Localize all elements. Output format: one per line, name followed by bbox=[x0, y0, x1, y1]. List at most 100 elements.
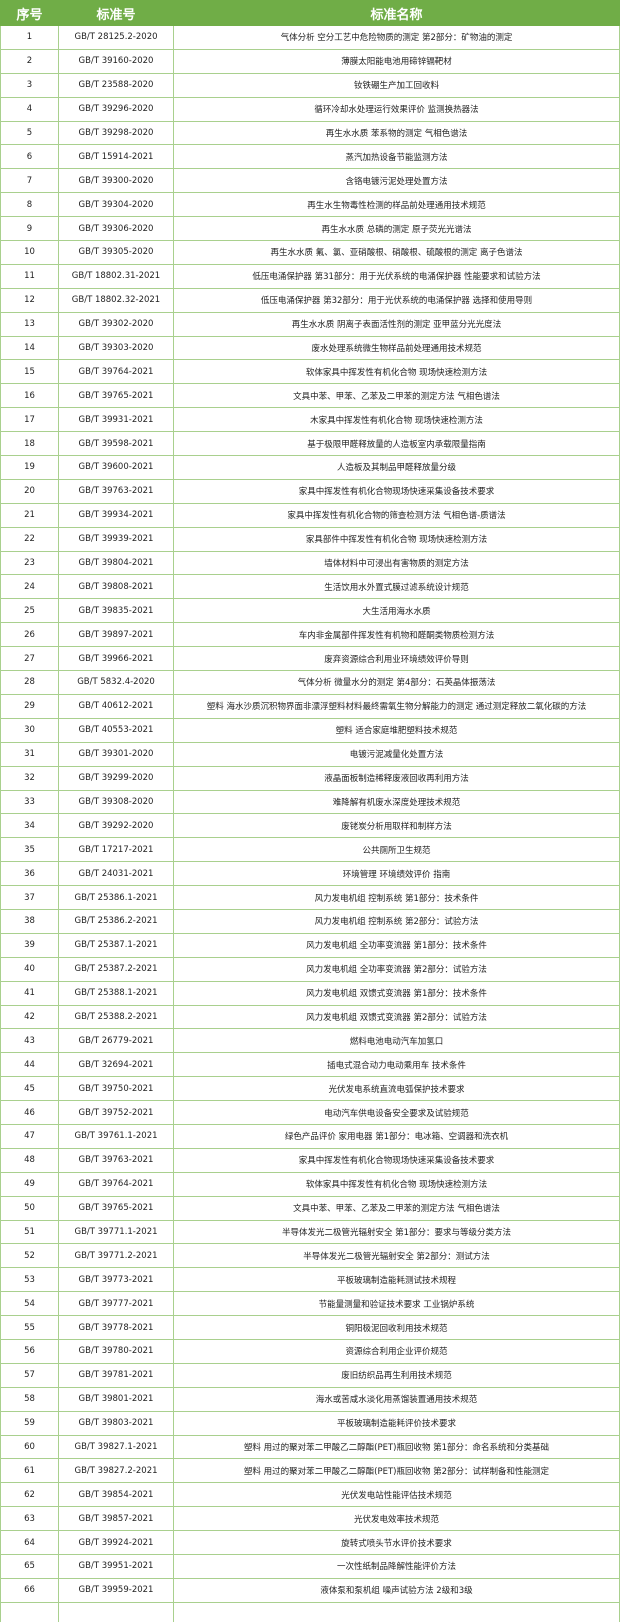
standard-name: 燃料电池电动汽车加氢口 bbox=[173, 1028, 620, 1054]
table-row: 1 GB/T 28125.2-2020 气体分析 空分工艺中危险物质的测定 第2部分… bbox=[0, 25, 620, 50]
table-row: 33 GB/T 39308-2020 难降解有机废水深度处理技术规范 bbox=[0, 789, 620, 815]
row-number: 46 bbox=[0, 1100, 59, 1125]
standard-code: GB/T 39296-2020 bbox=[58, 96, 174, 122]
row-number: 45 bbox=[0, 1076, 59, 1102]
blank-cell bbox=[173, 1601, 620, 1622]
standard-name: 绿色产品评价 家用电器 第1部分：电冰箱、空调器和洗衣机 bbox=[173, 1123, 620, 1149]
table-row: 34 GB/T 39292-2020 废铑炭分析用取样和制样方法 bbox=[0, 813, 620, 839]
standard-name: 废铑炭分析用取样和制样方法 bbox=[173, 813, 620, 839]
row-number: 62 bbox=[0, 1482, 59, 1508]
table-row: 54 GB/T 39777-2021 节能量测量和验证技术要求 工业锅炉系统 bbox=[0, 1291, 620, 1317]
standard-name: 难降解有机废水深度处理技术规范 bbox=[173, 789, 620, 815]
standard-name: 再生水水质 总磷的测定 原子荧光光谱法 bbox=[173, 216, 620, 242]
standard-name: 环境管理 环境绩效评价 指南 bbox=[173, 861, 620, 887]
table-row: 43 GB/T 26779-2021 燃料电池电动汽车加氢口 bbox=[0, 1028, 620, 1054]
standard-code: GB/T 18802.31-2021 bbox=[58, 263, 174, 289]
row-number: 52 bbox=[0, 1243, 59, 1269]
standard-name: 软体家具中挥发性有机化合物 现场快速检测方法 bbox=[173, 1171, 620, 1197]
table-row: 25 GB/T 39835-2021 大生活用海水水质 bbox=[0, 598, 620, 624]
row-number: 43 bbox=[0, 1028, 59, 1054]
standard-name: 平板玻璃制造能耗评价技术要求 bbox=[173, 1410, 620, 1436]
standard-name: 光伏发电站性能评估技术规范 bbox=[173, 1482, 620, 1508]
table-row: 62 GB/T 39854-2021 光伏发电站性能评估技术规范 bbox=[0, 1482, 620, 1508]
standard-code: GB/T 39305-2020 bbox=[58, 240, 174, 265]
row-number: 26 bbox=[0, 622, 59, 648]
standard-code: GB/T 39857-2021 bbox=[58, 1506, 174, 1532]
standard-name: 薄膜太阳能电池用碲锌镉靶材 bbox=[173, 48, 620, 74]
blank-cell bbox=[58, 1601, 174, 1622]
table-row: 48 GB/T 39763-2021 家具中挥发性有机化合物现场快速采集设备技术要求 bbox=[0, 1147, 620, 1173]
standard-code: GB/T 25388.1-2021 bbox=[58, 980, 174, 1006]
standard-code: GB/T 39897-2021 bbox=[58, 622, 174, 648]
standard-name: 气体分析 空分工艺中危险物质的测定 第2部分：矿物油的测定 bbox=[173, 25, 620, 50]
standard-name: 软体家具中挥发性有机化合物 现场快速检测方法 bbox=[173, 359, 620, 385]
row-number: 14 bbox=[0, 335, 59, 361]
row-number: 19 bbox=[0, 455, 59, 480]
standard-code: GB/T 39600-2021 bbox=[58, 455, 174, 480]
table-row: 38 GB/T 25386.2-2021 风力发电机组 控制系统 第2部分：试验方法 bbox=[0, 908, 620, 934]
standard-code: GB/T 26779-2021 bbox=[58, 1028, 174, 1054]
standard-code: GB/T 39764-2021 bbox=[58, 359, 174, 385]
table-row: 31 GB/T 39301-2020 电镀污泥减量化处置方法 bbox=[0, 741, 620, 767]
row-number: 55 bbox=[0, 1315, 59, 1340]
table-row: 39 GB/T 25387.1-2021 风力发电机组 全功率变流器 第1部分：技术… bbox=[0, 932, 620, 958]
table-row: 47 GB/T 39761.1-2021 绿色产品评价 家用电器 第1部分：电冰箱、… bbox=[0, 1123, 620, 1149]
table-row: 27 GB/T 39966-2021 废弃资源综合利用业环境绩效评价导则 bbox=[0, 646, 620, 672]
standard-name: 循环冷却水处理运行效果评价 监测换热器法 bbox=[173, 96, 620, 122]
standard-name: 废弃资源综合利用业环境绩效评价导则 bbox=[173, 646, 620, 672]
table-row: 3 GB/T 23588-2020 钕铁硼生产加工回收料 bbox=[0, 72, 620, 98]
standard-code: GB/T 39780-2021 bbox=[58, 1338, 174, 1364]
table-row: 11 GB/T 18802.31-2021 低压电涌保护器 第31部分：用于光伏系统… bbox=[0, 263, 620, 289]
standard-code: GB/T 39308-2020 bbox=[58, 789, 174, 815]
standard-name: 液体泵和泵机组 噪声试验方法 2级和3级 bbox=[173, 1577, 620, 1603]
standard-code: GB/T 39771.2-2021 bbox=[58, 1243, 174, 1269]
row-number: 50 bbox=[0, 1195, 59, 1221]
standard-name: 风力发电机组 双馈式变流器 第1部分：技术条件 bbox=[173, 980, 620, 1006]
row-number: 53 bbox=[0, 1267, 59, 1293]
standard-name: 风力发电机组 全功率变流器 第2部分：试验方法 bbox=[173, 956, 620, 982]
standard-code: GB/T 39763-2021 bbox=[58, 478, 174, 504]
table-row: 23 GB/T 39804-2021 墙体材料中可浸出有害物质的测定方法 bbox=[0, 550, 620, 576]
row-number: 44 bbox=[0, 1052, 59, 1078]
standard-code: GB/T 39803-2021 bbox=[58, 1410, 174, 1436]
standard-name: 公共厕所卫生规范 bbox=[173, 837, 620, 863]
standard-code: GB/T 28125.2-2020 bbox=[58, 25, 174, 50]
row-number: 56 bbox=[0, 1338, 59, 1364]
standard-name: 塑料 海水沙质沉积物界面非漂浮塑料材料最终需氧生物分解能力的测定 通过测定释放二… bbox=[173, 693, 620, 719]
table-row: 22 GB/T 39939-2021 家具部件中挥发性有机化合物 现场快速检测方法 bbox=[0, 526, 620, 552]
standard-name: 基于极限甲醛释放量的人造板室内承载限量指南 bbox=[173, 431, 620, 457]
standard-name: 低压电涌保护器 第32部分：用于光伏系统的电涌保护器 选择和使用导则 bbox=[173, 287, 620, 313]
table-row: 59 GB/T 39803-2021 平板玻璃制造能耗评价技术要求 bbox=[0, 1410, 620, 1436]
row-number: 3 bbox=[0, 72, 59, 98]
standard-code: GB/T 39302-2020 bbox=[58, 311, 174, 337]
row-number: 63 bbox=[0, 1506, 59, 1532]
standard-name: 气体分析 微量水分的测定 第4部分：石英晶体振荡法 bbox=[173, 670, 620, 695]
standard-code: GB/T 39773-2021 bbox=[58, 1267, 174, 1293]
standard-code: GB/T 39771.1-2021 bbox=[58, 1219, 174, 1245]
standard-name: 生活饮用水外置式膜过滤系统设计规范 bbox=[173, 574, 620, 600]
header-cell: 序号 bbox=[0, 0, 59, 26]
standard-name: 半导体发光二极管光辐射安全 第1部分：要求与等级分类方法 bbox=[173, 1219, 620, 1245]
standard-code: GB/T 39854-2021 bbox=[58, 1482, 174, 1508]
header-row: 序号 标准号 标准名称 bbox=[0, 0, 620, 26]
standard-code: GB/T 39781-2021 bbox=[58, 1362, 174, 1388]
table-row: 44 GB/T 32694-2021 插电式混合动力电动乘用车 技术条件 bbox=[0, 1052, 620, 1078]
standard-name: 风力发电机组 控制系统 第1部分：技术条件 bbox=[173, 885, 620, 910]
row-number: 13 bbox=[0, 311, 59, 337]
row-number: 16 bbox=[0, 383, 59, 409]
row-number: 57 bbox=[0, 1362, 59, 1388]
standard-code: GB/T 39752-2021 bbox=[58, 1100, 174, 1125]
standard-name: 木家具中挥发性有机化合物 现场快速检测方法 bbox=[173, 407, 620, 433]
row-number: 47 bbox=[0, 1123, 59, 1149]
table-row: 58 GB/T 39801-2021 海水或苦咸水淡化用蒸馏装置通用技术规范 bbox=[0, 1386, 620, 1412]
table-row: 42 GB/T 25388.2-2021 风力发电机组 双馈式变流器 第2部分：试验… bbox=[0, 1004, 620, 1030]
table-row: 9 GB/T 39306-2020 再生水水质 总磷的测定 原子荧光光谱法 bbox=[0, 216, 620, 242]
row-number: 61 bbox=[0, 1458, 59, 1484]
standard-name: 电镀污泥减量化处置方法 bbox=[173, 741, 620, 767]
row-number: 18 bbox=[0, 431, 59, 457]
standard-code: GB/T 39959-2021 bbox=[58, 1577, 174, 1603]
standard-code: GB/T 25386.2-2021 bbox=[58, 908, 174, 934]
standard-code: GB/T 39804-2021 bbox=[58, 550, 174, 576]
row-number: 15 bbox=[0, 359, 59, 385]
table-row: 36 GB/T 24031-2021 环境管理 环境绩效评价 指南 bbox=[0, 861, 620, 887]
